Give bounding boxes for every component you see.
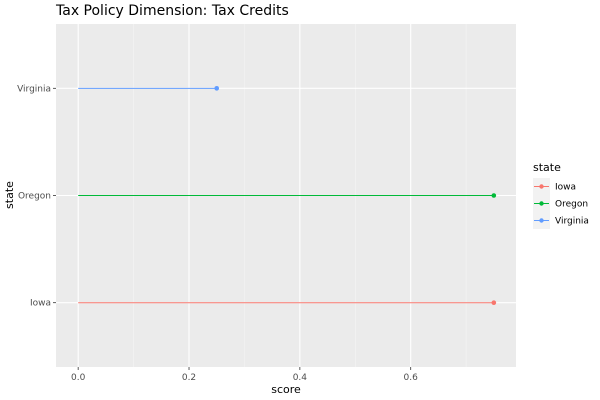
y-tick-label: Iowa bbox=[30, 299, 51, 309]
marks bbox=[78, 86, 497, 305]
x-axis: 0.0 0.2 0.4 0.6 bbox=[71, 367, 418, 383]
legend: state Iowa Oregon Virginia bbox=[533, 161, 589, 229]
y-tick-label: Virginia bbox=[17, 84, 51, 94]
legend-key-point bbox=[539, 218, 544, 223]
point-virginia bbox=[214, 86, 220, 91]
chart-title: Tax Policy Dimension: Tax Credits bbox=[55, 3, 289, 19]
point-iowa bbox=[491, 300, 497, 305]
x-tick-label: 0.2 bbox=[182, 373, 196, 383]
x-axis-label: score bbox=[271, 383, 301, 396]
y-axis: Iowa Oregon Virginia bbox=[17, 84, 56, 309]
x-tick-label: 0.6 bbox=[404, 373, 419, 383]
point-oregon bbox=[491, 193, 497, 198]
x-tick-label: 0.4 bbox=[293, 373, 308, 383]
legend-key-point bbox=[539, 201, 544, 206]
y-axis-label: state bbox=[3, 181, 16, 209]
x-tick-label: 0.0 bbox=[71, 373, 86, 383]
legend-item-virginia: Virginia bbox=[555, 217, 589, 227]
legend-item-iowa: Iowa bbox=[555, 183, 576, 193]
legend-key-point bbox=[539, 184, 544, 189]
legend-title: state bbox=[533, 161, 561, 174]
y-tick-label: Oregon bbox=[18, 192, 51, 202]
legend-item-oregon: Oregon bbox=[555, 200, 588, 210]
